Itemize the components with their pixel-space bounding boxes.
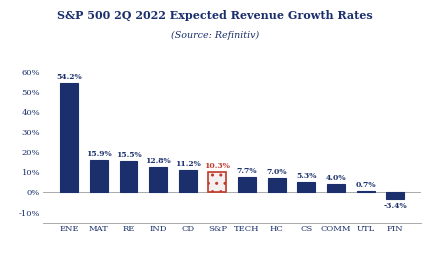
Bar <box>179 170 197 193</box>
Text: 10.3%: 10.3% <box>204 162 230 170</box>
Bar <box>209 172 226 193</box>
Text: (Source: Refinitiv): (Source: Refinitiv) <box>171 31 259 40</box>
Text: 15.9%: 15.9% <box>86 151 112 158</box>
Text: 4.0%: 4.0% <box>326 174 346 182</box>
Text: 54.2%: 54.2% <box>56 73 82 81</box>
Text: 0.7%: 0.7% <box>355 181 376 189</box>
Text: 7.0%: 7.0% <box>266 168 287 176</box>
Bar <box>357 191 375 193</box>
Text: 5.3%: 5.3% <box>296 172 316 180</box>
Bar <box>387 193 404 199</box>
Bar <box>298 182 315 193</box>
Text: 7.7%: 7.7% <box>237 167 257 175</box>
Bar <box>149 167 167 193</box>
Text: 12.8%: 12.8% <box>145 157 171 165</box>
Text: 11.2%: 11.2% <box>175 160 201 168</box>
Bar <box>268 178 286 193</box>
Bar <box>238 177 256 193</box>
Bar <box>120 161 137 193</box>
Bar <box>90 161 108 193</box>
Text: S&P 500 2Q 2022 Expected Revenue Growth Rates: S&P 500 2Q 2022 Expected Revenue Growth … <box>57 10 373 22</box>
Text: 15.5%: 15.5% <box>116 151 141 159</box>
Bar <box>60 83 78 193</box>
Bar <box>327 184 345 193</box>
Text: -3.4%: -3.4% <box>384 202 407 210</box>
